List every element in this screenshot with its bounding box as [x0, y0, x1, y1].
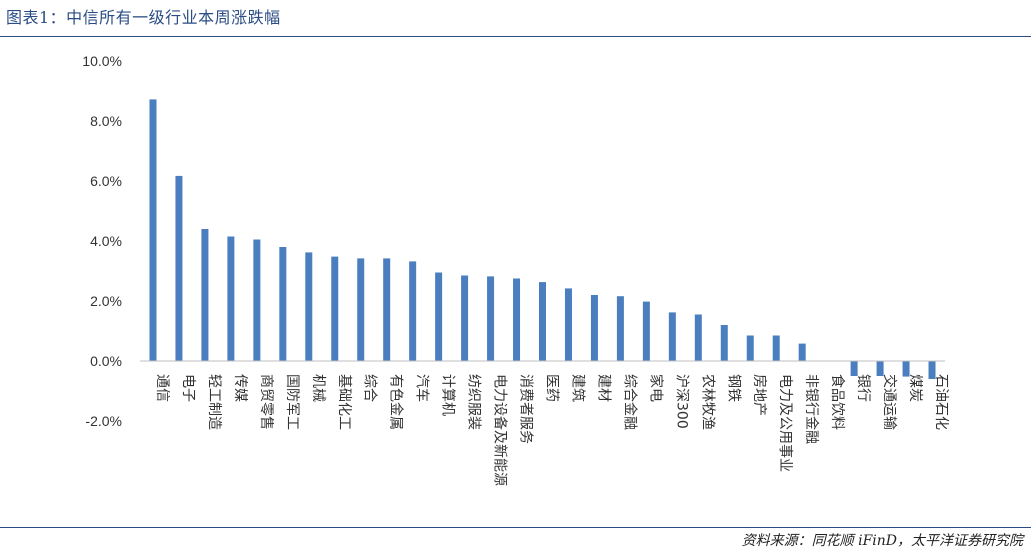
x-tick-label: 交通运输	[881, 374, 898, 430]
bar	[435, 272, 443, 361]
footer-divider	[0, 527, 1031, 528]
x-tick-label: 电力及公用事业	[777, 374, 793, 472]
x-tick-label: 石油石化	[933, 374, 949, 430]
bar	[383, 258, 391, 361]
x-tick-label: 非银行金融	[803, 374, 819, 444]
x-tick-label: 有色金属	[388, 374, 405, 430]
x-tick-label: 银行	[855, 374, 871, 402]
x-tick-label: 基础化工	[336, 374, 353, 430]
y-axis: -2.0% 0.0% 2.0% 4.0% 6.0% 8.0% 10.0%	[82, 53, 122, 429]
x-tick-label: 房地产	[751, 374, 767, 416]
bar	[694, 314, 702, 361]
bar	[227, 236, 235, 361]
chart-title: 图表1：中信所有一级行业本周涨跌幅	[6, 8, 281, 27]
x-tick-label: 商贸零售	[258, 374, 274, 430]
bar	[902, 361, 910, 377]
y-tick-label: 2.0%	[90, 293, 122, 309]
bar	[513, 278, 521, 361]
bar	[149, 99, 157, 362]
x-tick-label: 电子	[180, 374, 196, 402]
bar	[590, 295, 598, 361]
bar	[616, 296, 624, 361]
x-tick-label: 传媒	[232, 374, 248, 402]
y-tick-label: 0.0%	[90, 353, 122, 369]
bar-chart: -2.0% 0.0% 2.0% 4.0% 6.0% 8.0% 10.0% 通信 电子 轻工制造传…	[82, 53, 949, 486]
x-tick-label: 通信	[154, 374, 170, 402]
bar	[305, 252, 313, 361]
x-tick-label: 综合	[362, 374, 378, 402]
source-note: 资料来源：同花顺 iFinD，太平洋证券研究院	[741, 533, 1023, 549]
x-tick-label: 综合金融	[621, 374, 637, 430]
y-tick-label: 4.0%	[90, 233, 122, 249]
bar	[746, 335, 754, 361]
bar	[928, 361, 936, 379]
x-tick-label: 机械	[310, 374, 326, 402]
bar	[331, 256, 339, 361]
bar	[850, 361, 858, 376]
bar	[253, 239, 261, 361]
bars	[149, 99, 936, 379]
bar	[668, 312, 676, 361]
bar	[201, 229, 209, 361]
x-tick-label: 食品饮料	[829, 374, 846, 430]
bar	[642, 301, 650, 361]
x-tick-label: 计算机	[440, 374, 456, 416]
y-tick-label: 8.0%	[90, 113, 122, 129]
x-tick-label: 沪深300	[673, 374, 689, 429]
bar	[798, 343, 806, 361]
bar	[357, 258, 365, 361]
x-tick-label: 建材	[595, 374, 611, 402]
x-tick-label: 家电	[647, 374, 664, 402]
bar	[279, 247, 287, 361]
x-tick-label: 钢铁	[725, 374, 741, 402]
bar	[175, 175, 183, 361]
bar	[487, 276, 495, 361]
bar	[876, 361, 884, 376]
x-tick-label: 农林牧渔	[699, 374, 715, 430]
x-tick-label: 医药	[544, 374, 560, 402]
bar	[409, 261, 417, 361]
x-tick-label: 电力设备及新能源	[492, 374, 509, 486]
y-tick-label: 6.0%	[90, 173, 122, 189]
x-tick-label: 煤炭	[907, 374, 923, 402]
x-tick-label: 轻工制造	[206, 374, 222, 430]
x-tick-label: 国防军工	[284, 374, 300, 430]
bar	[564, 288, 572, 361]
x-tick-label: 消费者服务	[518, 374, 534, 444]
y-tick-label: 10.0%	[82, 53, 122, 69]
bar	[720, 325, 728, 361]
header-divider	[0, 36, 1031, 37]
bar	[772, 335, 780, 361]
bar	[461, 275, 469, 361]
x-tick-label: 纺织服装	[466, 374, 482, 430]
y-tick-label: -2.0%	[85, 413, 122, 429]
x-axis-labels: 通信 电子 轻工制造 传媒 商贸零售 国防军工 机械 基础化工 综合 有色金属 汽车 计算机 纺织服装电…	[154, 374, 949, 486]
x-tick-label: 汽车	[414, 374, 431, 402]
bar	[539, 282, 546, 361]
x-tick-label: 建筑	[569, 374, 585, 402]
